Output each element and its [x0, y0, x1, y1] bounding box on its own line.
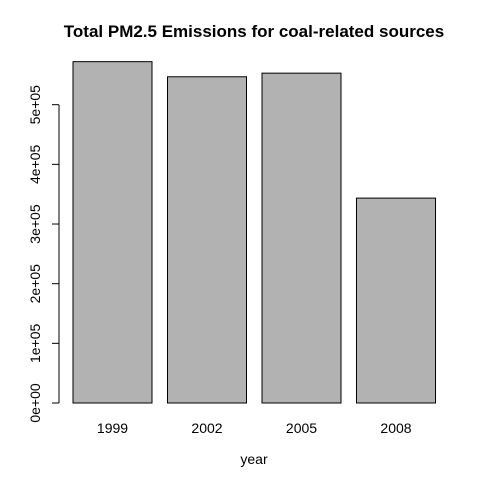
chart-title: Total PM2.5 Emissions for coal-related s…: [64, 22, 444, 41]
bar-2002: [167, 76, 247, 404]
bar-2008: [356, 197, 436, 404]
x-tick-label-2002: 2002: [191, 420, 222, 436]
y-tick-label-2: 2e+05: [27, 264, 43, 304]
x-axis: 1999 2002 2005 2008: [97, 420, 412, 436]
x-axis-label: year: [240, 451, 268, 467]
x-tick-label-2005: 2005: [286, 420, 317, 436]
y-tick-label-5: 5e+05: [27, 85, 43, 125]
x-tick-label-1999: 1999: [97, 420, 128, 436]
bar-1999: [72, 61, 153, 404]
bars-group: [72, 61, 436, 404]
y-axis: 0e+00 1e+05 2e+05 3e+05 4e+05 5e+05: [27, 85, 60, 423]
y-tick-label-0: 0e+00: [27, 383, 43, 423]
y-tick-label-4: 4e+05: [27, 144, 43, 184]
x-tick-label-2008: 2008: [380, 420, 411, 436]
bar-2005: [261, 72, 342, 404]
y-tick-label-3: 3e+05: [27, 204, 43, 244]
y-tick-label-1: 1e+05: [27, 323, 43, 363]
